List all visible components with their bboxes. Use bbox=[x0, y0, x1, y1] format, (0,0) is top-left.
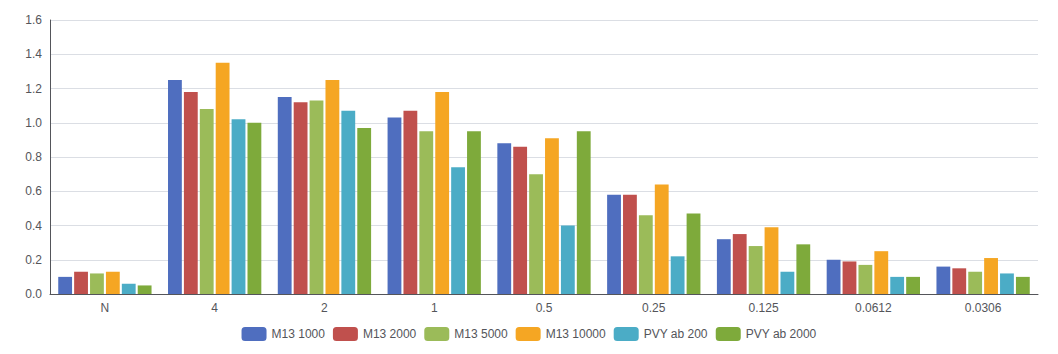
svg-text:M13 1000: M13 1000 bbox=[272, 327, 326, 341]
svg-text:0.8: 0.8 bbox=[25, 150, 42, 164]
svg-text:PVY ab 200: PVY ab 200 bbox=[644, 327, 708, 341]
svg-text:0.0612: 0.0612 bbox=[855, 301, 892, 315]
svg-text:M13 10000: M13 10000 bbox=[546, 327, 606, 341]
svg-text:4: 4 bbox=[211, 301, 218, 315]
svg-text:N: N bbox=[101, 301, 110, 315]
svg-text:0.0306: 0.0306 bbox=[965, 301, 1002, 315]
svg-text:1: 1 bbox=[431, 301, 438, 315]
svg-text:0.5: 0.5 bbox=[536, 301, 553, 315]
svg-text:PVY ab 2000: PVY ab 2000 bbox=[746, 327, 817, 341]
svg-text:1.6: 1.6 bbox=[25, 13, 42, 27]
svg-text:0.4: 0.4 bbox=[25, 219, 42, 233]
svg-text:0.2: 0.2 bbox=[25, 253, 42, 267]
svg-text:0.125: 0.125 bbox=[749, 301, 779, 315]
svg-text:0.6: 0.6 bbox=[25, 184, 42, 198]
svg-text:1.2: 1.2 bbox=[25, 82, 42, 96]
svg-text:2: 2 bbox=[321, 301, 328, 315]
svg-text:1.0: 1.0 bbox=[25, 116, 42, 130]
svg-text:0.25: 0.25 bbox=[642, 301, 666, 315]
svg-text:M13 2000: M13 2000 bbox=[363, 327, 417, 341]
svg-text:0.0: 0.0 bbox=[25, 287, 42, 301]
svg-text:M13 5000: M13 5000 bbox=[454, 327, 508, 341]
svg-text:1.4: 1.4 bbox=[25, 47, 42, 61]
